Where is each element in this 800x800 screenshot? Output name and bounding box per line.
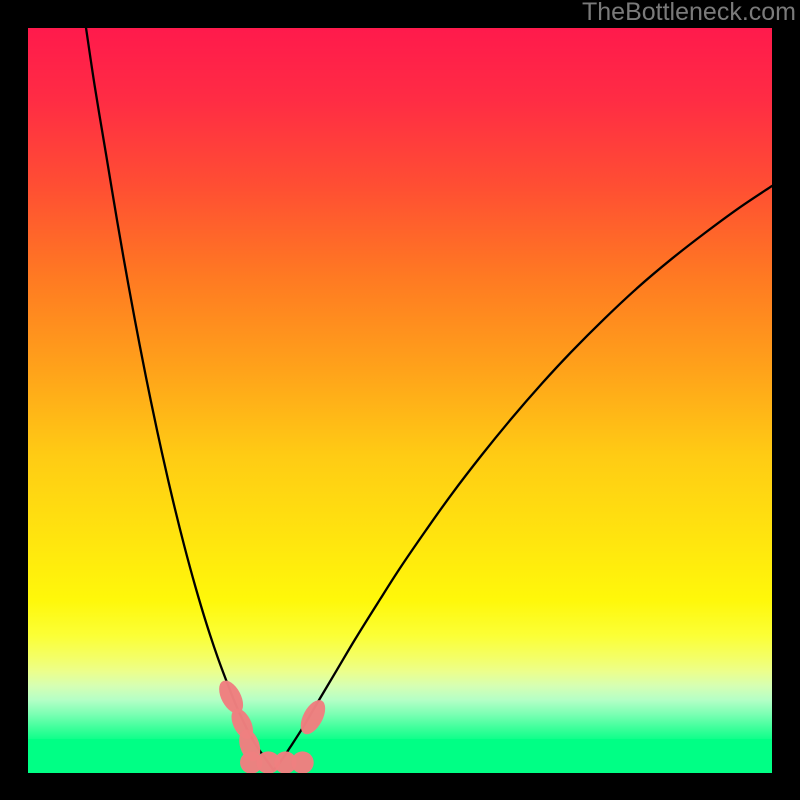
highlight-marker — [291, 751, 313, 773]
highlight-markers — [214, 677, 330, 773]
figure-root: TheBottleneck.com — [0, 0, 800, 800]
watermark-text: TheBottleneck.com — [582, 0, 796, 27]
bottleneck-curve-left — [86, 28, 273, 770]
curve-layer — [28, 28, 772, 773]
bottleneck-curve-right — [274, 186, 772, 770]
plot-area — [28, 28, 772, 773]
